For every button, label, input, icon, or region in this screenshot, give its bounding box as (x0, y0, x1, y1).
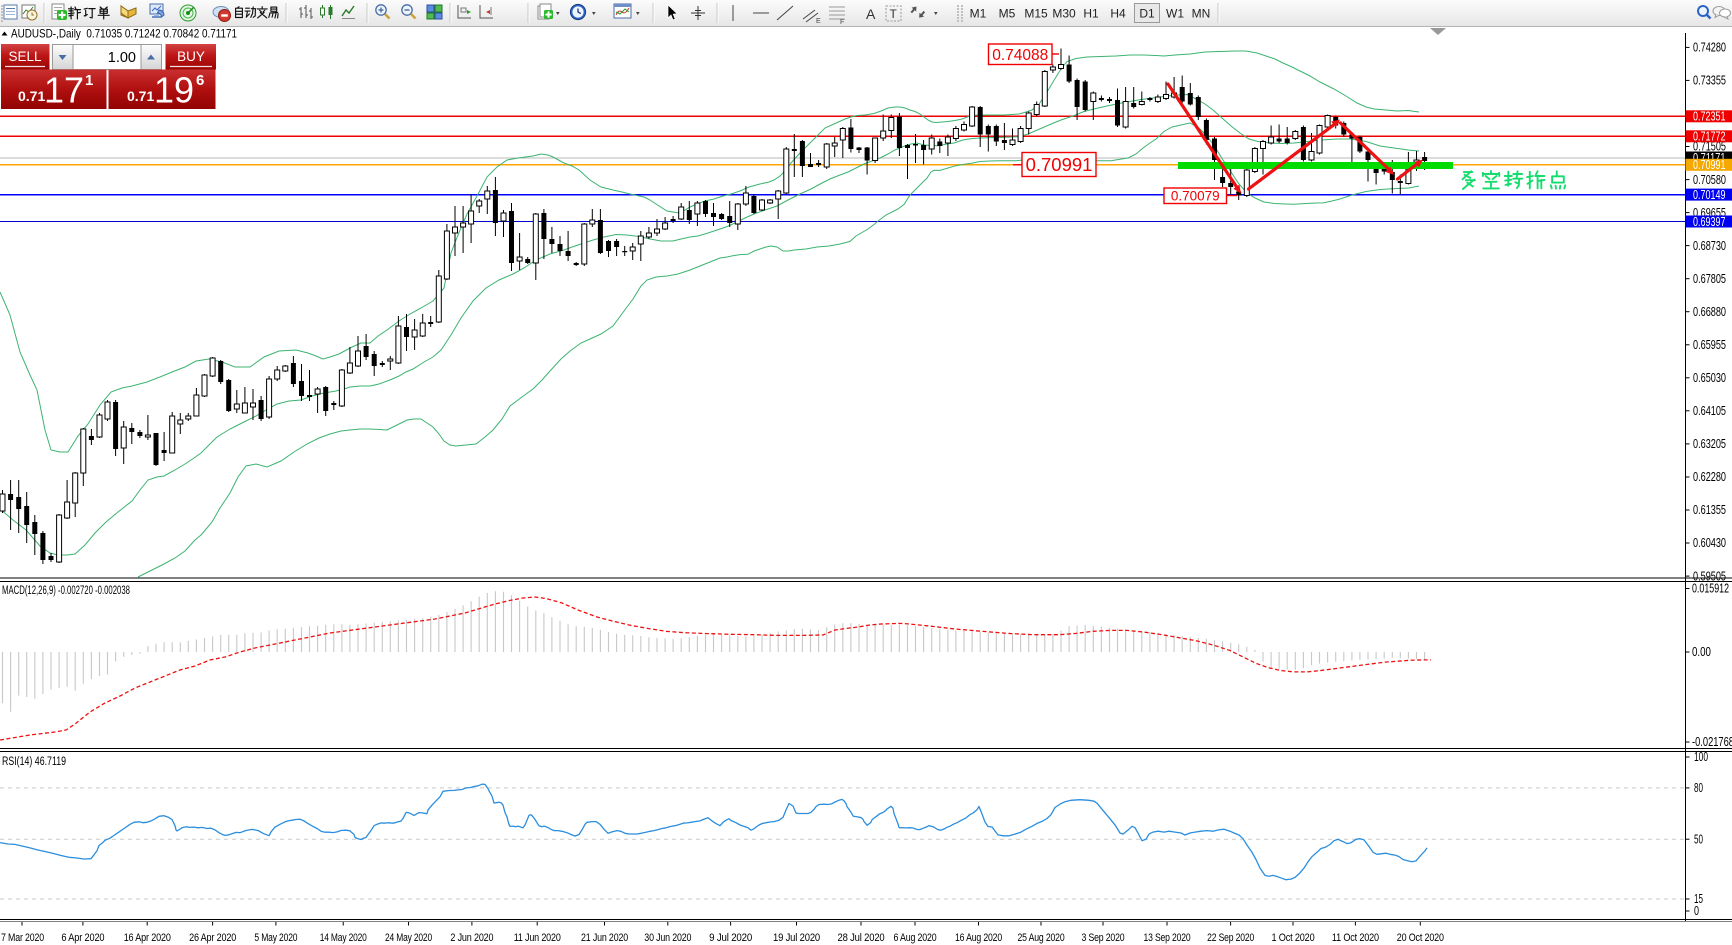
svg-text:0.68730: 0.68730 (1693, 239, 1726, 253)
svg-text:25 Aug 2020: 25 Aug 2020 (1018, 932, 1065, 944)
svg-text:0.74280: 0.74280 (1693, 41, 1726, 55)
svg-text:28 Jul 2020: 28 Jul 2020 (838, 932, 885, 944)
svg-text:11 Jun 2020: 11 Jun 2020 (514, 932, 561, 944)
svg-text:24 May 2020: 24 May 2020 (385, 932, 432, 944)
svg-text:0.62280: 0.62280 (1693, 470, 1726, 484)
svg-text:2 Jun 2020: 2 Jun 2020 (450, 932, 493, 944)
svg-text:20 Oct 2020: 20 Oct 2020 (1397, 932, 1444, 944)
svg-text:0.69397: 0.69397 (1693, 215, 1726, 229)
svg-text:0.71: 0.71 (127, 88, 154, 104)
svg-text:6 Aug 2020: 6 Aug 2020 (894, 932, 937, 944)
svg-text:19 Jul 2020: 19 Jul 2020 (773, 932, 820, 944)
svg-text:0.70991: 0.70991 (1693, 158, 1726, 172)
svg-text:0.65030: 0.65030 (1693, 371, 1726, 385)
svg-text:0.67805: 0.67805 (1693, 272, 1726, 286)
svg-text:MACD(12,26,9) -0.002720 -0.002: MACD(12,26,9) -0.002720 -0.002038 (2, 585, 130, 597)
svg-text:RSI(14) 46.7119: RSI(14) 46.7119 (2, 756, 66, 768)
svg-text:21 Jun 2020: 21 Jun 2020 (581, 932, 628, 944)
svg-text:SELL: SELL (8, 49, 42, 64)
svg-text:22 Sep 2020: 22 Sep 2020 (1207, 932, 1254, 944)
svg-text:AUDUSD-,Daily 0.71035 0.71242: AUDUSD-,Daily 0.71035 0.71242 0.70842 0.… (11, 27, 237, 41)
svg-text:26 Apr 2020: 26 Apr 2020 (189, 932, 236, 944)
svg-text:M30: M30 (1052, 7, 1076, 21)
svg-text:7 Mar 2020: 7 Mar 2020 (1, 932, 44, 944)
svg-text:0.70580: 0.70580 (1693, 173, 1726, 187)
svg-text:0.015912: 0.015912 (1692, 582, 1729, 596)
svg-text:0.63205: 0.63205 (1693, 437, 1726, 451)
svg-text:1.00: 1.00 (108, 50, 136, 66)
svg-text:MN: MN (1192, 7, 1211, 21)
svg-text:11 Oct 2020: 11 Oct 2020 (1332, 932, 1379, 944)
svg-text:A: A (866, 6, 876, 22)
svg-text:0.71505: 0.71505 (1693, 140, 1726, 154)
svg-text:-0.021768: -0.021768 (1692, 735, 1732, 749)
svg-text:BUY: BUY (177, 49, 205, 64)
svg-text:6 Apr 2020: 6 Apr 2020 (61, 932, 104, 944)
svg-text:30 Jun 2020: 30 Jun 2020 (644, 932, 691, 944)
svg-text:0.66880: 0.66880 (1693, 305, 1726, 319)
svg-text:0.72351: 0.72351 (1693, 110, 1726, 124)
svg-text:0.64105: 0.64105 (1693, 404, 1726, 418)
svg-text:D1: D1 (1139, 7, 1155, 21)
svg-text:6: 6 (196, 72, 204, 89)
svg-text:5 May 2020: 5 May 2020 (254, 932, 297, 944)
svg-text:16 Aug 2020: 16 Aug 2020 (955, 932, 1002, 944)
svg-text:17: 17 (44, 70, 84, 111)
svg-text:80: 80 (1694, 781, 1703, 795)
svg-text:W1: W1 (1166, 7, 1184, 21)
svg-text:15: 15 (1694, 892, 1703, 906)
svg-text:H1: H1 (1083, 7, 1099, 21)
svg-text:13 Sep 2020: 13 Sep 2020 (1144, 932, 1191, 944)
svg-text:3 Sep 2020: 3 Sep 2020 (1082, 932, 1125, 944)
svg-text:50: 50 (1694, 832, 1703, 846)
svg-text:M15: M15 (1024, 7, 1048, 21)
svg-text:1 Oct 2020: 1 Oct 2020 (1272, 932, 1315, 944)
svg-text:0.59505: 0.59505 (1693, 569, 1726, 583)
svg-text:F: F (840, 19, 844, 26)
svg-text:M5: M5 (999, 7, 1016, 21)
svg-text:0.70991: 0.70991 (1026, 154, 1093, 175)
svg-text:0.71772: 0.71772 (1693, 130, 1726, 144)
svg-text:H4: H4 (1110, 7, 1126, 21)
svg-text:0.71: 0.71 (18, 88, 45, 104)
svg-text:0.65955: 0.65955 (1693, 338, 1726, 352)
svg-text:0.70079: 0.70079 (1171, 189, 1220, 204)
svg-text:0.73355: 0.73355 (1693, 74, 1726, 88)
svg-text:9 Jul 2020: 9 Jul 2020 (709, 932, 752, 944)
svg-text:0.61355: 0.61355 (1693, 503, 1726, 517)
svg-text:0.00: 0.00 (1692, 645, 1711, 659)
svg-text:T: T (890, 7, 898, 21)
svg-text:19: 19 (154, 70, 194, 111)
svg-text:1: 1 (85, 72, 93, 89)
svg-text:0: 0 (1694, 904, 1699, 918)
svg-text:100: 100 (1694, 750, 1708, 764)
svg-text:0.74088: 0.74088 (992, 47, 1048, 64)
svg-text:E: E (816, 18, 821, 25)
svg-text:14 May 2020: 14 May 2020 (320, 932, 367, 944)
svg-text:M1: M1 (970, 7, 987, 21)
svg-text:16 Apr 2020: 16 Apr 2020 (124, 932, 171, 944)
svg-text:0.70149: 0.70149 (1693, 188, 1726, 202)
svg-text:0.60430: 0.60430 (1693, 536, 1726, 550)
